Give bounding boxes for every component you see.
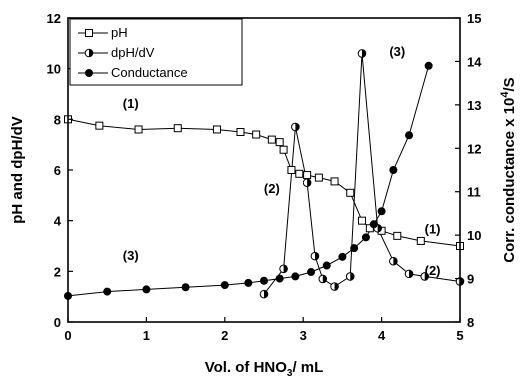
- ph-point: [95, 121, 104, 130]
- conductance-point: [377, 207, 386, 216]
- ph-point: [134, 125, 143, 134]
- dphdv-point: [357, 49, 367, 58]
- ph-point: [303, 171, 312, 180]
- conductance-point: [181, 283, 190, 292]
- legend-marker-ph: [85, 29, 93, 37]
- ph-point: [330, 177, 339, 186]
- conductance-point: [244, 278, 253, 287]
- ph-point: [212, 125, 221, 134]
- curve-annotation: (1): [123, 96, 139, 111]
- legend-marker-dphdv: [84, 48, 94, 58]
- ph-point: [416, 236, 425, 245]
- ph-point: [267, 135, 276, 144]
- x-tick-label: 5: [456, 328, 463, 343]
- ph-point: [295, 169, 304, 178]
- conductance-point: [322, 261, 331, 270]
- y-tick-label: 12: [47, 11, 61, 26]
- legend-box: [69, 18, 243, 86]
- y2-tick-label: 10: [467, 228, 481, 243]
- conductance-point: [275, 274, 284, 283]
- conductance-point: [142, 285, 151, 294]
- y2-tick-label: 8: [467, 315, 474, 330]
- legend-marker-conductance: [85, 69, 93, 77]
- ph-point: [252, 130, 261, 139]
- curve-annotation: (2): [264, 181, 280, 196]
- x-tick-label: 3: [300, 328, 307, 343]
- conductance-point: [361, 233, 370, 242]
- ph-point: [314, 173, 323, 182]
- legend-label-ph: pH: [111, 25, 128, 40]
- y2-tick-label: 12: [467, 141, 481, 156]
- y-tick-label: 8: [54, 112, 61, 127]
- ph-point: [279, 145, 288, 154]
- dphdv-point: [310, 251, 320, 261]
- y2-tick-label: 9: [467, 272, 474, 287]
- y-axis-label: pH and dpH/dV: [9, 116, 26, 224]
- ph-point: [287, 166, 296, 174]
- conductance-point: [424, 61, 433, 70]
- x-tick-label: 0: [64, 328, 71, 343]
- dphdv-point: [389, 256, 398, 266]
- legend-label-conductance: Conductance: [111, 65, 188, 80]
- y-tick-label: 10: [47, 62, 61, 77]
- ph-point: [393, 231, 402, 240]
- x-tick-label: 4: [378, 328, 386, 343]
- y2-tick-label: 13: [467, 98, 481, 113]
- legend-label-dphdv: dpH/dV: [111, 45, 155, 60]
- dphdv-point: [291, 122, 300, 132]
- conductance-point: [291, 272, 300, 281]
- curve-annotation: (2): [425, 263, 441, 278]
- dphdv-point: [279, 264, 288, 274]
- conductance-point: [338, 252, 347, 261]
- legend: pH dpH/dV Conductance: [69, 18, 243, 86]
- y2-axis-label: Corr. conductance x 104/S: [499, 77, 518, 262]
- y-tick-label: 6: [54, 163, 61, 178]
- y-tick-label: 2: [54, 264, 61, 279]
- y-tick-label: 4: [54, 214, 62, 229]
- conductance-point: [220, 281, 229, 290]
- x-axis-label: Vol. of HNO3/ mL: [205, 359, 324, 379]
- conductance-point: [405, 131, 414, 140]
- conductance-point: [260, 276, 268, 285]
- dphdv-point: [404, 269, 414, 279]
- dphdv-point: [330, 282, 339, 291]
- conductance-point: [307, 268, 316, 277]
- dphdv-point: [302, 178, 312, 187]
- dphdv-point: [318, 274, 328, 284]
- y2-tick-label: 15: [467, 11, 481, 26]
- conductance-point: [350, 244, 359, 253]
- ph-point: [173, 124, 182, 133]
- ph-point: [358, 216, 366, 225]
- dphdv-point: [259, 289, 269, 299]
- curve-annotation: (3): [389, 44, 405, 59]
- ph-point: [346, 188, 355, 197]
- ph-point: [275, 138, 284, 147]
- y2-tick-label: 11: [467, 185, 481, 200]
- curve-annotation: (1): [425, 221, 441, 236]
- conductance-point: [369, 220, 378, 229]
- curve-annotation: (3): [123, 248, 139, 263]
- y2-tick-label: 14: [467, 54, 482, 69]
- conductance-point: [389, 166, 398, 174]
- conductance-point: [103, 287, 112, 296]
- x-tick-label: 1: [143, 328, 150, 343]
- x-tick-label: 2: [221, 328, 228, 343]
- ph-point: [236, 128, 245, 136]
- y-tick-label: 0: [54, 315, 61, 330]
- dphdv-point: [420, 272, 430, 281]
- dphdv-point: [345, 272, 355, 281]
